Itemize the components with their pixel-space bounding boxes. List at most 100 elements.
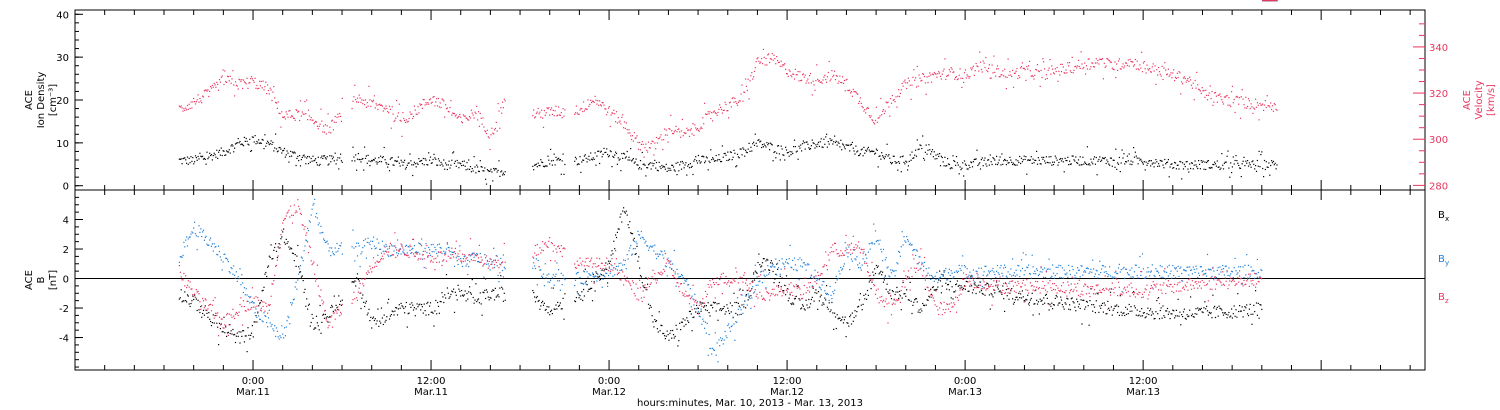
velocity-point: [757, 57, 759, 59]
velocity-point: [617, 117, 619, 119]
bz-point: [317, 285, 319, 287]
density-point: [319, 163, 321, 165]
velocity-point: [1130, 60, 1132, 63]
by-point: [190, 233, 192, 235]
bx-point: [323, 313, 325, 315]
bx-point: [965, 280, 967, 282]
by-point: [669, 267, 671, 269]
density-point: [681, 160, 683, 163]
bz-point: [303, 228, 305, 230]
velocity-point: [401, 135, 403, 137]
by-point: [1134, 264, 1136, 266]
by-point: [999, 267, 1001, 269]
bx-point: [302, 280, 304, 282]
density-point: [558, 159, 561, 161]
bx-point: [245, 335, 247, 337]
bz-point: [237, 314, 239, 317]
velocity-point: [209, 90, 211, 92]
density-point: [930, 153, 932, 155]
velocity-point: [733, 101, 735, 103]
by-point: [208, 244, 210, 246]
bx-point: [1009, 292, 1011, 294]
velocity-point: [1150, 71, 1152, 73]
by-point: [1008, 282, 1010, 284]
by-point: [459, 245, 461, 247]
density-point: [861, 148, 863, 150]
by-point: [655, 253, 657, 255]
density-point: [352, 146, 354, 148]
bx-point: [951, 286, 953, 288]
by-point: [240, 284, 242, 286]
bx-point: [729, 302, 731, 304]
by-point: [599, 273, 602, 275]
velocity-point: [704, 102, 706, 104]
velocity-point: [1011, 75, 1013, 78]
by-point: [252, 302, 254, 304]
bx-point: [425, 314, 427, 316]
density-point: [234, 147, 236, 149]
density-point: [610, 151, 612, 153]
velocity-point: [364, 99, 367, 101]
by-point: [615, 265, 618, 268]
bx-point: [436, 313, 438, 315]
bz-point: [227, 334, 229, 336]
by-point: [542, 276, 544, 279]
by-point: [429, 249, 431, 251]
velocity-point: [961, 86, 963, 88]
density-point: [804, 148, 806, 150]
by-point: [842, 265, 845, 267]
by-point: [1047, 268, 1049, 270]
velocity-point: [858, 100, 861, 102]
density-point: [844, 148, 846, 150]
density-point: [1085, 162, 1087, 164]
velocity-point: [861, 105, 863, 107]
bx-point: [926, 299, 928, 301]
bx-point: [666, 330, 668, 332]
velocity-point: [810, 82, 812, 84]
by-point: [898, 250, 900, 252]
bx-point: [684, 319, 686, 321]
velocity-point: [801, 74, 804, 76]
velocity-point: [242, 79, 245, 81]
bx-point: [584, 268, 586, 270]
velocity-point: [383, 107, 385, 109]
velocity-point: [844, 90, 846, 92]
bx-point: [198, 309, 200, 311]
bx-point: [1063, 308, 1065, 310]
bx-point: [301, 275, 303, 277]
density-point: [538, 165, 540, 167]
by-point: [947, 272, 950, 274]
velocity-point: [286, 113, 288, 115]
velocity-point: [847, 89, 849, 91]
density-point: [1063, 171, 1065, 173]
by-point: [917, 263, 919, 265]
velocity-point: [558, 106, 560, 108]
velocity-point: [219, 81, 221, 83]
by-point: [1219, 266, 1221, 268]
velocity-point: [555, 105, 557, 107]
by-point: [735, 321, 737, 323]
density-point: [549, 163, 551, 165]
bx-point: [808, 298, 810, 301]
by-point: [812, 277, 814, 280]
density-point: [483, 170, 485, 172]
by-point: [1133, 271, 1136, 273]
bx-point: [826, 285, 828, 287]
bx-point: [1219, 307, 1221, 309]
velocity-point: [620, 123, 622, 125]
velocity-point: [242, 87, 244, 90]
velocity-point: [1101, 58, 1104, 60]
velocity-point: [1048, 67, 1050, 69]
velocity-point: [248, 82, 250, 84]
by-point: [808, 264, 810, 266]
by-point: [795, 269, 797, 271]
bx-point: [1194, 313, 1196, 315]
bz-point: [236, 313, 238, 315]
density-point: [340, 153, 342, 155]
density-point: [1060, 160, 1063, 162]
by-point: [899, 255, 901, 257]
velocity-point: [706, 113, 708, 115]
by-point: [1166, 271, 1168, 273]
by-point: [872, 243, 874, 245]
by-point: [855, 259, 857, 261]
